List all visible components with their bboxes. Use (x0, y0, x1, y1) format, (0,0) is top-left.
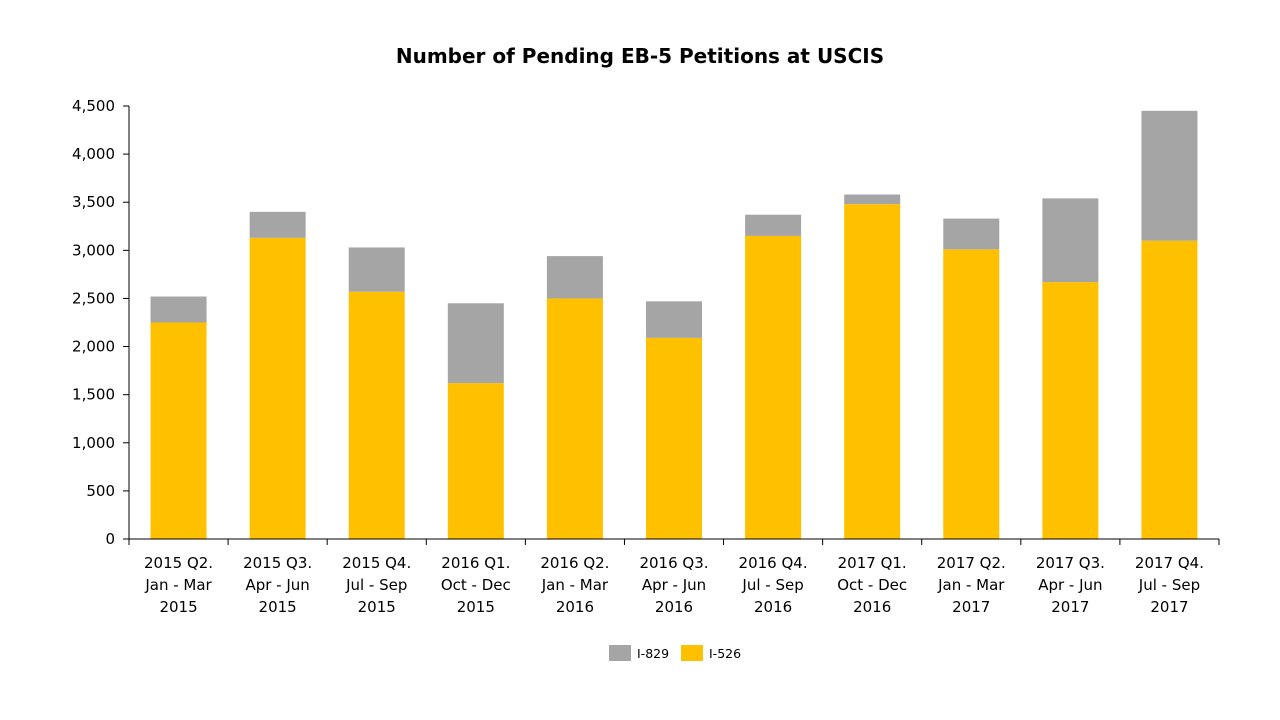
bar-i-526-3 (447, 383, 504, 539)
y-tick-label: 0 (105, 530, 115, 548)
y-tick-label: 1,000 (72, 434, 115, 452)
y-tick-label: 3,500 (72, 193, 115, 211)
x-tick-label: 2015 Q3. Apr - Jun 2015 (243, 554, 312, 616)
bar-i-829-10 (1141, 110, 1198, 241)
bar-i-829-3 (447, 303, 504, 384)
chart-title: Number of Pending EB-5 Petitions at USCI… (396, 44, 884, 68)
legend-label-i-829: I-829 (637, 646, 669, 661)
bar-i-829-4 (546, 256, 603, 299)
x-tick-label: 2015 Q4. Jul - Sep 2015 (342, 554, 411, 616)
bar-i-526-7 (844, 204, 901, 539)
y-tick-label: 500 (86, 482, 115, 500)
bar-i-526-8 (943, 249, 1000, 540)
x-tick-label: 2016 Q3. Apr - Jun 2016 (639, 554, 708, 616)
bar-i-526-5 (646, 337, 702, 539)
x-tick-label: 2016 Q1. Oct - Dec 2015 (441, 554, 511, 616)
y-tick-label: 3,000 (72, 241, 115, 259)
bar-i-526-1 (249, 237, 306, 539)
y-tick-label: 2,000 (72, 338, 115, 356)
x-tick-label: 2016 Q4. Jul - Sep 2016 (739, 554, 808, 616)
bar-i-829-6 (745, 214, 802, 236)
x-tick-label: 2017 Q3. Apr - Jun 2017 (1036, 554, 1105, 616)
bar-i-829-2 (348, 247, 405, 292)
y-axis-ticks: 0 500 1,000 1,500 2,000 2,500 3,000 3,500 4,000 4… (72, 97, 129, 548)
axes (128, 106, 1220, 545)
bar-i-526-10 (1141, 240, 1198, 539)
legend: I-829 I-526 (609, 645, 741, 661)
bar-i-526-9 (1042, 282, 1099, 539)
x-tick-label: 2016 Q2. Jan - Mar 2016 (540, 554, 609, 616)
bar-i-526-2 (348, 291, 405, 539)
x-tick-label: 2017 Q1. Oct - Dec 2016 (837, 554, 907, 616)
bar-i-829-0 (150, 296, 207, 323)
x-tick-label: 2015 Q2. Jan - Mar 2015 (144, 554, 213, 616)
bars (150, 110, 1198, 540)
bar-i-829-7 (844, 194, 901, 205)
legend-swatch-i-829 (609, 645, 631, 661)
y-tick-label: 4,000 (72, 145, 115, 163)
bar-i-829-5 (646, 301, 702, 338)
bar-i-526-0 (150, 322, 207, 539)
bar-i-526-4 (546, 298, 603, 539)
bar-i-829-1 (249, 211, 306, 238)
y-tick-label: 1,500 (72, 386, 115, 404)
legend-label-i-526: I-526 (709, 646, 741, 661)
y-tick-label: 2,500 (72, 289, 115, 307)
bar-i-829-8 (943, 218, 1000, 250)
x-tick-label: 2017 Q4. Jul - Sep 2017 (1135, 554, 1204, 616)
legend-swatch-i-526 (681, 645, 703, 661)
x-axis-labels: 2015 Q2. Jan - Mar 2015 2015 Q3. Apr - Jun 20… (144, 554, 1204, 616)
bar-i-829-9 (1042, 198, 1099, 283)
y-tick-label: 4,500 (72, 97, 115, 115)
bar-i-526-6 (745, 235, 802, 539)
x-tick-label: 2017 Q2. Jan - Mar 2017 (937, 554, 1006, 616)
